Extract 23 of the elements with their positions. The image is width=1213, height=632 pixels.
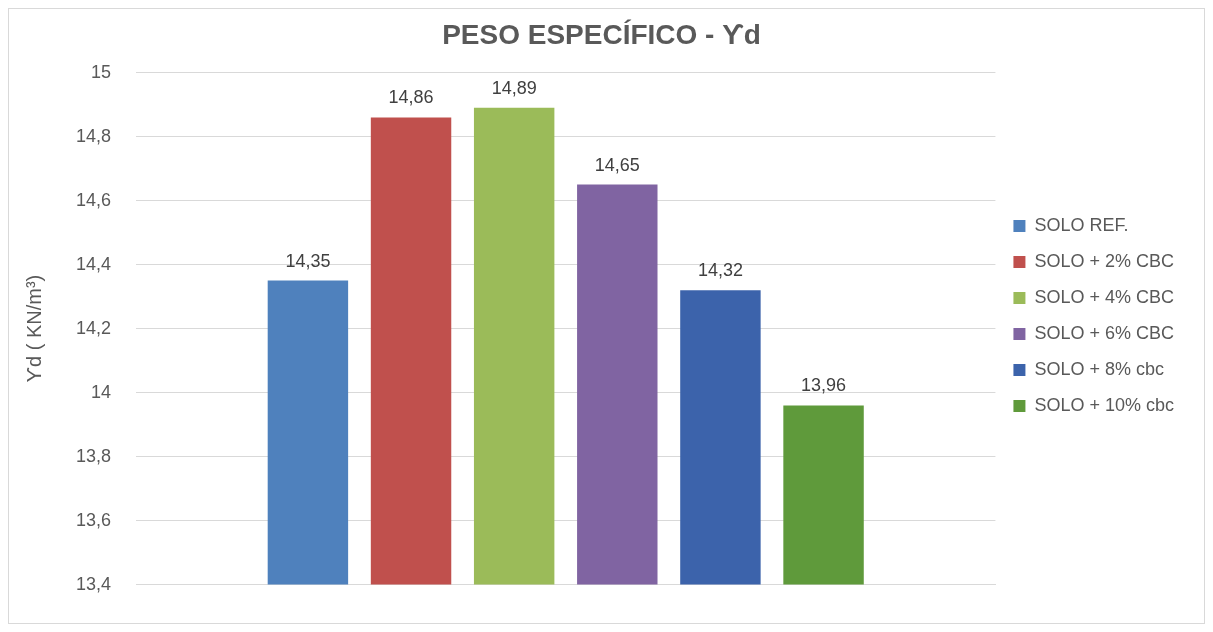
y-tick-label: 14: [91, 381, 112, 402]
y-tick-label: 14,6: [75, 189, 112, 210]
legend-label: SOLO + 4% CBC: [1034, 286, 1174, 307]
y-tick-label: 13,4: [75, 573, 112, 594]
y-tick-label: 15: [91, 61, 112, 82]
data-label: 13,96: [801, 375, 847, 396]
chart-title: PESO ESPECÍFICO - ϒd: [442, 18, 761, 50]
y-tick-label: 14,2: [75, 317, 112, 338]
y-tick-label: 13,8: [75, 445, 112, 466]
legend-label: SOLO + 8% cbc: [1034, 358, 1164, 379]
legend-label: SOLO + 2% CBC: [1034, 250, 1174, 271]
legend-label: SOLO + 6% CBC: [1034, 322, 1174, 343]
y-tick-label: 14,8: [75, 125, 112, 146]
legend-label: SOLO REF.: [1034, 214, 1129, 235]
data-label: 14,35: [285, 250, 331, 271]
y-tick-label: 14,4: [75, 253, 112, 274]
y-tick-label: 13,6: [75, 509, 112, 530]
data-label: 14,86: [388, 87, 434, 108]
y-axis-title: ϒd ( KN/m³): [22, 274, 45, 383]
data-label: 14,65: [594, 154, 640, 175]
data-label: 14,89: [491, 77, 537, 98]
legend-label: SOLO + 10% cbc: [1034, 394, 1175, 415]
data-label: 14,32: [697, 260, 743, 281]
